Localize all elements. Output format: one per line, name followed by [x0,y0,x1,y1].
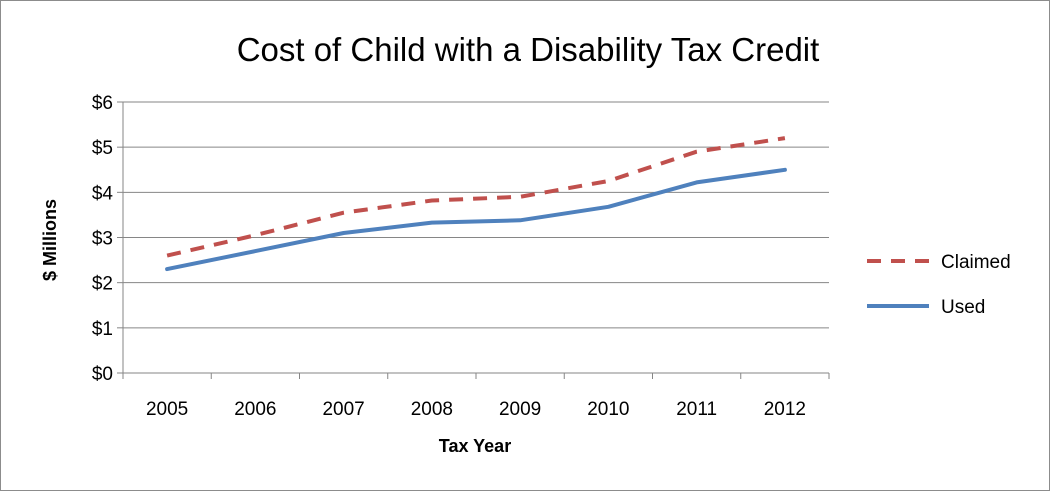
x-tick-label: 2011 [676,399,717,420]
series-lines [165,136,787,272]
x-tick-labels: 2005 2006 2007 2008 2009 2010 2011 2012 [146,399,806,420]
x-axis-title: Tax Year [439,436,511,456]
y-tick-label: $5 [92,138,113,159]
y-tick-label: $1 [92,319,113,340]
y-tick-label: $4 [92,183,114,204]
y-tick-label: $3 [92,229,113,250]
gridlines [123,101,829,329]
x-tick-label: 2007 [322,399,364,420]
axes [117,101,830,379]
legend-label-used: Used [941,297,985,318]
legend: Claimed Used [867,252,1011,318]
y-tick-label: $2 [92,274,113,295]
x-tick-label: 2012 [764,399,806,420]
chart-title: Cost of Child with a Disability Tax Cred… [237,31,820,68]
x-tick-label: 2010 [587,399,629,420]
y-tick-label: $0 [92,364,113,385]
x-tick-label: 2009 [499,399,541,420]
legend-label-claimed: Claimed [941,252,1011,273]
y-tick-labels: $0 $1 $2 $3 $4 $5 $6 [92,93,114,385]
series-line-claimed [166,136,786,258]
series-line-used [165,167,787,272]
x-tick-label: 2006 [234,399,276,420]
y-axis-title: $ Millions [40,199,60,281]
x-tick-label: 2008 [411,399,453,420]
x-tick-label: 2005 [146,399,188,420]
y-tick-label: $6 [92,93,113,114]
